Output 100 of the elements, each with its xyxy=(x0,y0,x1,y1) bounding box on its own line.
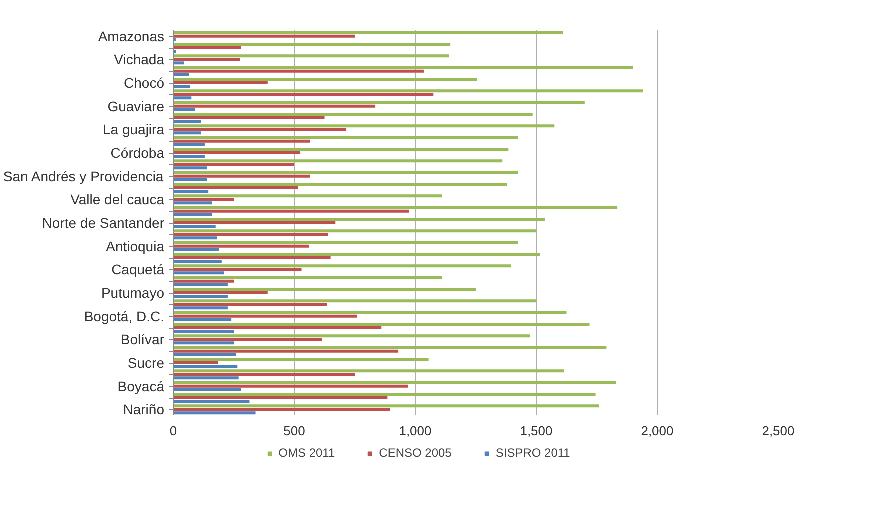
y-tick-label: Sucre xyxy=(128,355,165,371)
bar xyxy=(174,225,216,228)
bar xyxy=(174,280,234,283)
bar xyxy=(174,128,347,132)
bar xyxy=(174,314,358,318)
bar xyxy=(174,96,192,100)
y-tick-label: Caquetá xyxy=(112,262,165,278)
y-tick-label: Vichada xyxy=(114,52,165,68)
x-tick-label: 2,000 xyxy=(641,424,674,438)
bar xyxy=(174,288,476,291)
bar xyxy=(174,54,450,58)
x-tick-label: 500 xyxy=(284,424,306,438)
legend-label: SISPRO 2011 xyxy=(496,446,570,460)
y-tick-label: Guaviare xyxy=(108,98,165,114)
bar xyxy=(174,136,518,140)
bar xyxy=(174,396,388,400)
bar xyxy=(174,388,242,392)
bar xyxy=(174,362,218,364)
bar xyxy=(174,85,190,88)
bar xyxy=(174,236,218,240)
y-tick-label: Nariño xyxy=(123,402,165,418)
bar xyxy=(174,338,322,342)
bar xyxy=(174,244,310,248)
bar xyxy=(174,124,555,128)
x-tick-label: 0 xyxy=(170,424,178,438)
y-tick-label: Antioquia xyxy=(106,238,165,254)
bar xyxy=(174,295,228,298)
bar xyxy=(174,198,234,202)
bar xyxy=(174,90,643,93)
bar xyxy=(174,268,302,272)
bar xyxy=(174,66,634,70)
bar xyxy=(174,178,208,182)
y-tick-label: La guajira xyxy=(103,122,165,138)
bar xyxy=(174,210,410,213)
bar xyxy=(174,256,331,260)
bar xyxy=(174,358,429,361)
bar xyxy=(174,213,212,216)
bar xyxy=(174,206,618,210)
x-tick-label: 2,500 xyxy=(762,424,795,438)
bar xyxy=(174,222,336,224)
bar xyxy=(174,34,355,38)
x-tick-label: 1,500 xyxy=(520,424,553,438)
bar xyxy=(174,300,536,303)
y-tick-label: Boyacá xyxy=(118,378,165,394)
bar xyxy=(174,82,268,84)
y-tick-label: Putumayo xyxy=(101,285,165,301)
bar xyxy=(174,326,382,330)
bar xyxy=(174,253,540,256)
bar xyxy=(174,384,408,388)
bar xyxy=(174,73,190,76)
bar xyxy=(174,404,600,408)
y-tick-label: Bogotá, D.C. xyxy=(84,308,165,324)
bar xyxy=(174,132,202,135)
bar xyxy=(174,70,424,73)
bar xyxy=(174,186,298,190)
bar xyxy=(174,190,209,193)
bar xyxy=(174,292,268,294)
bar xyxy=(174,202,212,205)
bar xyxy=(174,148,509,151)
bar xyxy=(174,108,196,112)
bar xyxy=(174,311,567,314)
bar xyxy=(174,174,310,178)
bar xyxy=(174,43,451,46)
bar xyxy=(174,373,355,376)
bar xyxy=(174,306,228,310)
bar xyxy=(174,143,205,146)
legend-label: CENSO 2005 xyxy=(379,446,452,460)
bar xyxy=(174,101,585,104)
y-tick-label: Amazonas xyxy=(98,28,165,44)
bar xyxy=(174,248,220,252)
bar xyxy=(174,318,232,322)
bar xyxy=(174,260,222,263)
x-tick-label: 1,000 xyxy=(399,424,432,438)
bar xyxy=(174,120,202,123)
bar xyxy=(174,113,533,116)
bar xyxy=(174,58,240,62)
y-tick-label: Bolívar xyxy=(120,332,165,348)
bar xyxy=(174,264,512,268)
bar xyxy=(174,276,442,280)
bar xyxy=(174,350,399,353)
bar xyxy=(174,152,301,154)
bar xyxy=(174,104,376,108)
bar xyxy=(174,160,503,163)
bar xyxy=(174,412,256,415)
bar xyxy=(174,365,238,368)
bar xyxy=(174,194,442,198)
bar xyxy=(174,116,325,120)
bar xyxy=(174,303,328,306)
bar xyxy=(174,62,184,65)
bar xyxy=(174,155,205,158)
legend-label: OMS 2011 xyxy=(278,446,336,460)
bar xyxy=(174,323,590,326)
bar xyxy=(174,330,234,333)
bar xyxy=(174,78,478,81)
bar xyxy=(174,334,530,338)
y-tick-label: Valle del cauca xyxy=(70,192,165,208)
bar xyxy=(174,46,242,50)
bar xyxy=(174,93,434,96)
y-tick-label: Chocó xyxy=(124,75,165,91)
bar xyxy=(174,353,236,356)
